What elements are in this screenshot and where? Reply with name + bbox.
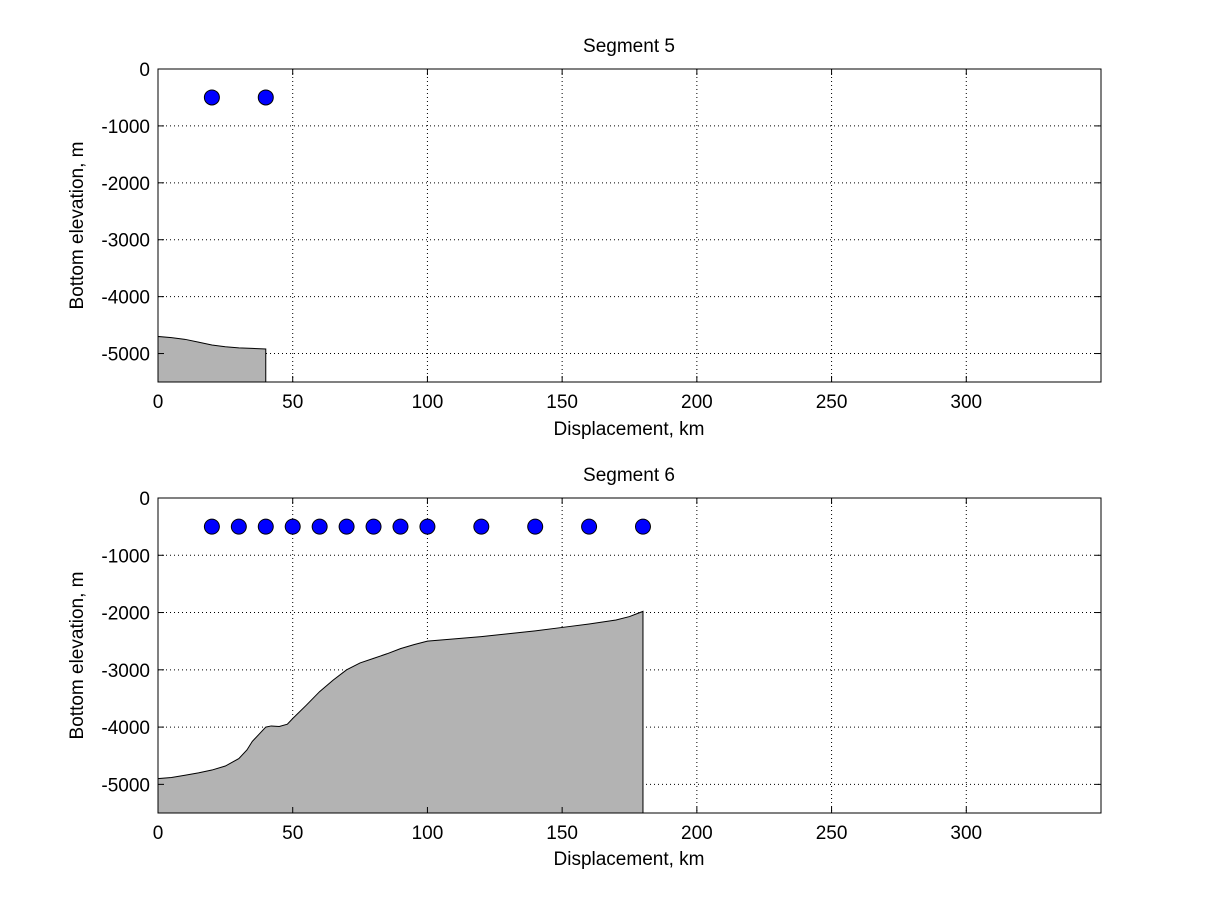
station-marker — [203, 518, 220, 535]
axes-box — [157, 68, 1102, 383]
axes-box — [157, 497, 1102, 814]
station-marker — [392, 518, 409, 535]
station-marker — [634, 518, 651, 535]
data-layer — [157, 89, 274, 383]
gridlines — [158, 69, 1101, 382]
y-tick-label: -1000 — [101, 546, 150, 567]
station-marker — [311, 518, 328, 535]
y-tick-label: -2000 — [101, 174, 150, 195]
x-tick-label: 200 — [681, 392, 713, 413]
x-tick-label: 0 — [153, 392, 164, 413]
y-tick-label: -5000 — [101, 775, 150, 796]
x-tick-label: 50 — [282, 823, 303, 844]
station-marker — [284, 518, 301, 535]
station-marker — [419, 518, 436, 535]
x-axis-label: Displacement, km — [554, 419, 705, 440]
station-marker — [365, 518, 382, 535]
station-marker — [257, 89, 274, 106]
x-tick-label: 250 — [816, 823, 848, 844]
y-tick-label: -3000 — [101, 231, 150, 252]
y-axis-label: Bottom elevation, m — [67, 142, 88, 310]
axes-top: 0 50 100 150 200 250 300 0 -1000 -2000 -3000 -4000 -… — [67, 36, 1102, 440]
x-axis-label: Displacement, km — [554, 849, 705, 870]
y-tick-label: -2000 — [101, 604, 150, 625]
tick-labels: 0 50 100 150 200 250 300 0 -1000 -2000 -3000 -4000 -… — [101, 489, 982, 844]
y-tick-label: -4000 — [101, 718, 150, 739]
station-marker — [581, 518, 598, 535]
station-marker — [473, 518, 490, 535]
gridlines — [158, 498, 1101, 813]
station-marker — [338, 518, 355, 535]
y-tick-label: -3000 — [101, 661, 150, 682]
x-tick-label: 0 — [153, 823, 164, 844]
x-tick-label: 300 — [950, 392, 982, 413]
y-tick-label: 0 — [139, 60, 150, 81]
x-tick-label: 200 — [681, 823, 713, 844]
station-marker — [230, 518, 247, 535]
data-layer — [157, 518, 651, 814]
y-tick-label: 0 — [139, 489, 150, 510]
y-tick-label: -4000 — [101, 288, 150, 309]
bathymetry-area — [157, 335, 267, 383]
x-tick-label: 100 — [412, 823, 444, 844]
plot-area — [158, 69, 1101, 382]
tick-labels: 0 50 100 150 200 250 300 0 -1000 -2000 -3000 -4000 -… — [101, 60, 982, 413]
station-marker — [203, 89, 220, 106]
chart-title: Segment 6 — [583, 465, 675, 486]
x-tick-label: 250 — [816, 392, 848, 413]
ticks — [157, 497, 1101, 813]
y-axis-label: Bottom elevation, m — [67, 572, 88, 740]
x-tick-label: 150 — [546, 392, 578, 413]
station-marker — [257, 518, 274, 535]
y-tick-label: -5000 — [101, 345, 150, 366]
x-tick-label: 300 — [950, 823, 982, 844]
y-tick-label: -1000 — [101, 117, 150, 138]
chart-title: Segment 5 — [583, 36, 675, 57]
station-marker — [527, 518, 544, 535]
ticks — [157, 68, 1101, 382]
bathymetry-area — [157, 610, 644, 814]
axes-bottom: 0 50 100 150 200 250 300 0 -1000 -2000 -3000 -4000 -… — [67, 465, 1102, 870]
x-tick-label: 150 — [546, 823, 578, 844]
x-tick-label: 100 — [412, 392, 444, 413]
x-tick-label: 50 — [282, 392, 303, 413]
